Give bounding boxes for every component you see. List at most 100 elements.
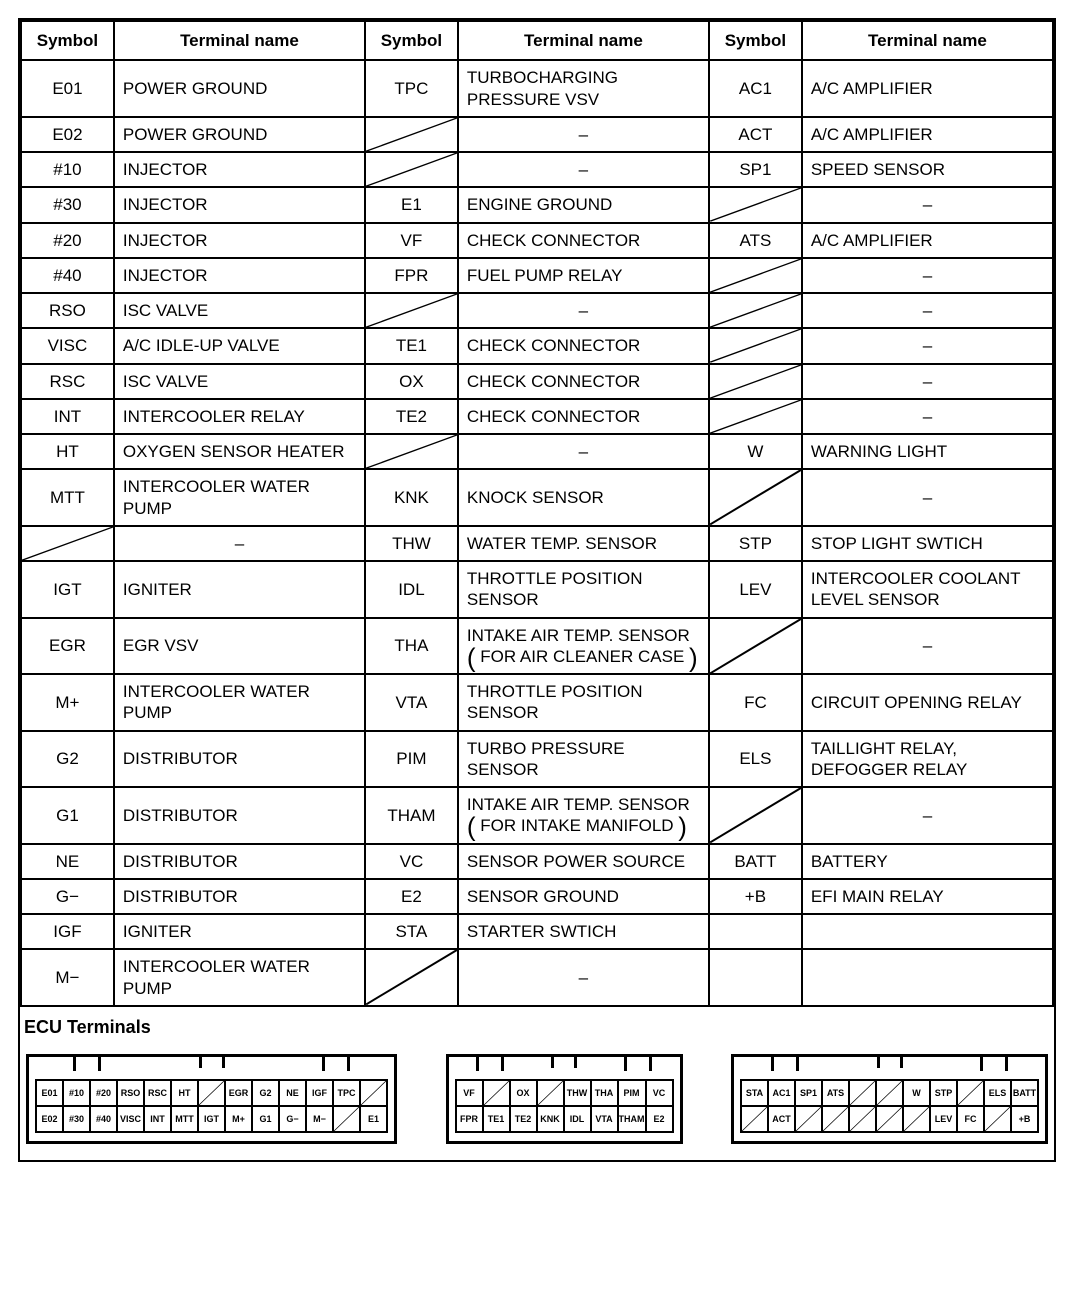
connector-plug: E01#10#20RSORSCHTEGRG2NEIGFTPCE02#30#40V…	[26, 1054, 397, 1144]
table-row: VISCA/C IDLE-UP VALVETE1CHECK CONNECTOR–	[21, 328, 1053, 363]
symbol-cell: TPC	[365, 60, 458, 117]
symbol-cell: HT	[21, 434, 114, 469]
pin-cell: NE	[279, 1080, 306, 1106]
pin-grid: E01#10#20RSORSCHTEGRG2NEIGFTPCE02#30#40V…	[35, 1079, 388, 1133]
dash-cell: –	[802, 787, 1053, 844]
pin-slash	[903, 1106, 930, 1132]
symbol-cell: EGR	[21, 618, 114, 675]
table-header-row: Symbol Terminal name Symbol Terminal nam…	[21, 21, 1053, 60]
table-row: G2DISTRIBUTORPIMTURBO PRESSURE SENSORELS…	[21, 731, 1053, 788]
pin-slash	[537, 1080, 564, 1106]
empty-cell	[709, 914, 802, 949]
terminal-name-cell: DISTRIBUTOR	[114, 787, 365, 844]
symbol-cell: M−	[21, 949, 114, 1006]
pin-cell: RSC	[144, 1080, 171, 1106]
symbol-cell: #10	[21, 152, 114, 187]
dash-cell: –	[802, 399, 1053, 434]
symbol-cell: G1	[21, 787, 114, 844]
dash-cell: –	[802, 293, 1053, 328]
symbol-cell: ACT	[709, 117, 802, 152]
dash-cell: –	[114, 526, 365, 561]
table-row: #10INJECTOR–SP1SPEED SENSOR	[21, 152, 1053, 187]
terminal-name-cell: A/C AMPLIFIER	[802, 223, 1053, 258]
terminal-name-cell: CHECK CONNECTOR	[458, 399, 709, 434]
symbol-cell: #20	[21, 223, 114, 258]
pin-cell: THW	[564, 1080, 591, 1106]
symbol-cell: M+	[21, 674, 114, 731]
terminal-name-cell: IGNITER	[114, 561, 365, 618]
symbol-cell: IDL	[365, 561, 458, 618]
pin-cell: INT	[144, 1106, 171, 1132]
connector-caption: ECU Terminals	[20, 1007, 1054, 1044]
symbol-cell: VTA	[365, 674, 458, 731]
pin-slash	[876, 1080, 903, 1106]
pin-cell: STP	[930, 1080, 957, 1106]
terminal-name-cell: INTAKE AIR TEMP. SENSOR( FOR INTAKE MANI…	[458, 787, 709, 844]
document-frame: Symbol Terminal name Symbol Terminal nam…	[18, 18, 1056, 1162]
pin-cell: PIM	[618, 1080, 646, 1106]
header-symbol-1: Symbol	[21, 21, 114, 60]
terminal-name-cell: CHECK CONNECTOR	[458, 328, 709, 363]
header-symbol-3: Symbol	[709, 21, 802, 60]
terminal-name-cell: INTERCOOLER RELAY	[114, 399, 365, 434]
pin-cell: G2	[252, 1080, 279, 1106]
table-row: HTOXYGEN SENSOR HEATER–WWARNING LIGHT	[21, 434, 1053, 469]
pin-cell: #20	[90, 1080, 117, 1106]
table-row: M−INTERCOOLER WATER PUMP–	[21, 949, 1053, 1006]
dash-cell: –	[802, 258, 1053, 293]
pin-cell: #40	[90, 1106, 117, 1132]
symbol-cell: E02	[21, 117, 114, 152]
pin-cell: TPC	[333, 1080, 360, 1106]
pin-cell: E2	[646, 1106, 673, 1132]
slash-cell	[709, 328, 802, 363]
pin-cell: W	[903, 1080, 930, 1106]
slash-cell	[365, 117, 458, 152]
terminal-name-cell: THROTTLE POSITION SENSOR	[458, 561, 709, 618]
symbol-cell: STP	[709, 526, 802, 561]
empty-cell	[709, 949, 802, 1006]
slash-cell	[709, 187, 802, 222]
table-row: EGREGR VSVTHAINTAKE AIR TEMP. SENSOR( FO…	[21, 618, 1053, 675]
table-row: #20INJECTORVFCHECK CONNECTORATSA/C AMPLI…	[21, 223, 1053, 258]
header-terminal-3: Terminal name	[802, 21, 1053, 60]
symbol-cell: STA	[365, 914, 458, 949]
pin-slash	[984, 1106, 1011, 1132]
pin-slash	[360, 1080, 387, 1106]
terminal-name-cell: DISTRIBUTOR	[114, 879, 365, 914]
symbol-cell: E1	[365, 187, 458, 222]
dash-cell: –	[802, 187, 1053, 222]
pin-cell: M+	[225, 1106, 252, 1132]
slash-cell	[365, 434, 458, 469]
pin-slash	[849, 1080, 876, 1106]
pin-cell: THA	[591, 1080, 618, 1106]
symbol-cell: FPR	[365, 258, 458, 293]
symbol-cell: THW	[365, 526, 458, 561]
header-terminal-2: Terminal name	[458, 21, 709, 60]
pin-cell: BATT	[1011, 1080, 1038, 1106]
symbol-cell: PIM	[365, 731, 458, 788]
symbol-cell: +B	[709, 879, 802, 914]
terminal-name-cell: CHECK CONNECTOR	[458, 223, 709, 258]
table-row: M+INTERCOOLER WATER PUMPVTATHROTTLE POSI…	[21, 674, 1053, 731]
pin-slash	[795, 1106, 822, 1132]
terminal-name-cell: A/C AMPLIFIER	[802, 117, 1053, 152]
terminal-name-cell: SENSOR GROUND	[458, 879, 709, 914]
table-row: #40INJECTORFPRFUEL PUMP RELAY–	[21, 258, 1053, 293]
symbol-cell: IGT	[21, 561, 114, 618]
terminal-name-cell: STOP LIGHT SWTICH	[802, 526, 1053, 561]
pin-cell: VF	[456, 1080, 483, 1106]
terminal-name-cell: A/C AMPLIFIER	[802, 60, 1053, 117]
pin-cell: ATS	[822, 1080, 849, 1106]
symbol-cell: FC	[709, 674, 802, 731]
symbol-cell: AC1	[709, 60, 802, 117]
symbol-cell: TE1	[365, 328, 458, 363]
pin-cell: MTT	[171, 1106, 198, 1132]
table-row: G−DISTRIBUTORE2SENSOR GROUND+BEFI MAIN R…	[21, 879, 1053, 914]
terminal-name-cell: TAILLIGHT RELAY, DEFOGGER RELAY	[802, 731, 1053, 788]
connector-plug: STAAC1SP1ATSWSTPELSBATTACTLEVFC+B	[731, 1054, 1048, 1144]
terminal-name-cell: BATTERY	[802, 844, 1053, 879]
dash-cell: –	[802, 618, 1053, 675]
terminal-name-cell: TURBOCHARGING PRESSURE VSV	[458, 60, 709, 117]
symbol-cell: LEV	[709, 561, 802, 618]
table-row: RSCISC VALVEOXCHECK CONNECTOR–	[21, 364, 1053, 399]
